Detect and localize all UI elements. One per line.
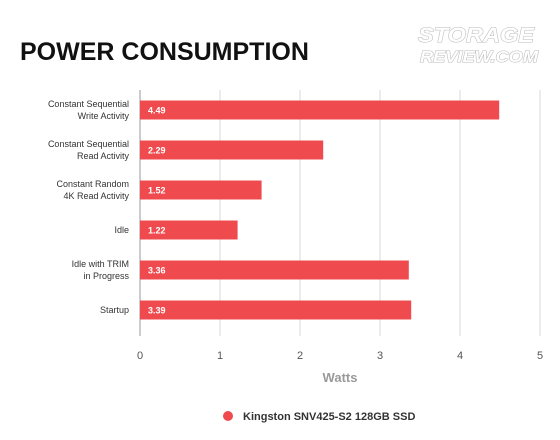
value-label: 4.49 <box>148 106 166 116</box>
category-label: Idle with TRIM <box>72 259 129 269</box>
x-tick-label: 2 <box>297 350 303 362</box>
category-label: Constant Sequential <box>48 139 129 149</box>
x-tick-label: 4 <box>457 350 463 362</box>
storagereview-logo: STORAGE REVIEW.COM <box>418 24 540 67</box>
category-label: Startup <box>100 305 129 315</box>
value-label: 3.39 <box>148 306 166 316</box>
legend: Kingston SNV425-S2 128GB SSD <box>223 411 415 423</box>
category-label: in Progress <box>83 271 129 281</box>
legend-label: Kingston SNV425-S2 128GB SSD <box>243 411 415 423</box>
x-tick-label: 0 <box>137 350 143 362</box>
category-label: Constant Sequential <box>48 99 129 109</box>
category-label: Write Activity <box>78 111 130 121</box>
value-label: 3.36 <box>148 266 166 276</box>
x-tick-label: 3 <box>377 350 383 362</box>
logo-line-1: STORAGE <box>418 24 535 47</box>
x-tick-label: 1 <box>217 350 223 362</box>
category-label: Idle <box>114 225 129 235</box>
x-axis-title: Watts <box>323 370 358 385</box>
value-label: 2.29 <box>148 146 166 156</box>
chart-title: POWER CONSUMPTION <box>20 38 309 66</box>
x-tick-label: 5 <box>537 350 543 362</box>
bar <box>140 220 238 240</box>
logo-line-2: REVIEW.COM <box>420 49 539 66</box>
category-label: 4K Read Activity <box>63 191 129 201</box>
legend-swatch <box>223 411 233 421</box>
category-label: Constant Random <box>56 179 129 189</box>
value-label: 1.22 <box>148 226 166 236</box>
bar <box>140 100 500 120</box>
gridlines <box>139 90 541 336</box>
bar <box>140 300 412 320</box>
category-label: Read Activity <box>77 151 130 161</box>
value-label: 1.52 <box>148 186 166 196</box>
bars <box>140 100 500 320</box>
bar <box>140 140 324 160</box>
value-labels: 4.49 2.29 1.52 1.22 3.36 3.39 <box>148 106 166 316</box>
category-labels: Constant Sequential Write Activity Constan… <box>48 99 130 315</box>
bar <box>140 260 409 280</box>
x-tick-labels: 0 1 2 3 4 5 <box>137 350 543 362</box>
bar <box>140 180 262 200</box>
